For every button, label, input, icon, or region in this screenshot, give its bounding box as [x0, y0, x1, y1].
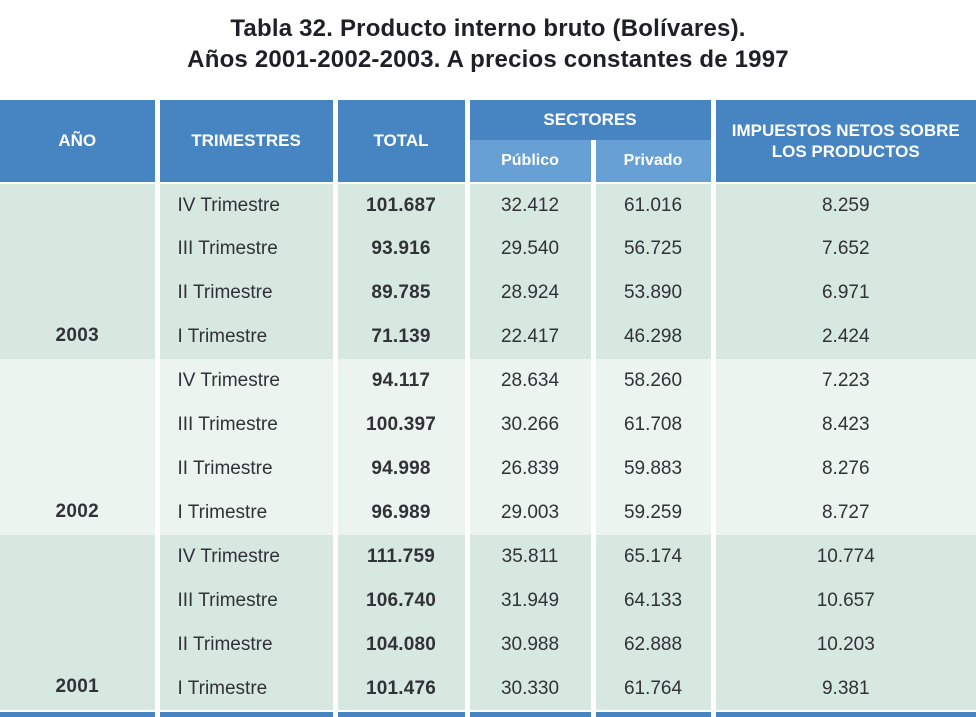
cell-privado: 58.260 — [590, 359, 713, 403]
cell-total: 89.785 — [332, 271, 467, 315]
cell-total: 94.998 — [332, 447, 467, 491]
strip-cell — [710, 710, 976, 717]
strip-cell — [590, 710, 713, 717]
cell-privado: 61.764 — [590, 667, 713, 711]
gdp-table: AÑO TRIMESTRES TOTAL SECTORES IMPUESTOS … — [0, 100, 976, 717]
cell-total: 96.989 — [332, 491, 467, 535]
cell-privado: 59.883 — [590, 447, 713, 491]
cell-impuestos: 8.423 — [710, 403, 976, 447]
cell-trimestre: III Trimestre — [154, 227, 335, 271]
cell-privado: 62.888 — [590, 623, 713, 667]
cell-total: 104.080 — [332, 623, 467, 667]
table-row: II Trimestre 104.080 30.988 62.888 10.20… — [0, 623, 976, 667]
header-total: TOTAL — [332, 100, 467, 184]
cell-privado: 64.133 — [590, 579, 713, 623]
cell-impuestos: 9.381 — [710, 667, 976, 711]
strip-cell — [332, 710, 467, 717]
year-label: 2001 — [0, 535, 157, 711]
cell-impuestos: 10.657 — [710, 579, 976, 623]
cell-publico: 30.330 — [464, 667, 593, 711]
header-publico: Público — [464, 140, 593, 184]
header-privado: Privado — [590, 140, 713, 184]
table-row: I Trimestre 96.989 29.003 59.259 8.727 — [0, 491, 976, 535]
cell-publico: 32.412 — [464, 183, 593, 227]
year-label: 2002 — [0, 359, 157, 535]
cell-publico: 30.988 — [464, 623, 593, 667]
cell-total: 106.740 — [332, 579, 467, 623]
cell-trimestre: I Trimestre — [154, 667, 335, 711]
table-row: III Trimestre 100.397 30.266 61.708 8.42… — [0, 403, 976, 447]
table-header: AÑO TRIMESTRES TOTAL SECTORES IMPUESTOS … — [0, 100, 976, 184]
header-sectores: SECTORES — [464, 100, 713, 140]
year-block-2002: 2002 IV Trimestre 94.117 28.634 58.260 7… — [0, 359, 976, 535]
table-row: I Trimestre 101.476 30.330 61.764 9.381 — [0, 667, 976, 711]
table-row: I Trimestre 71.139 22.417 46.298 2.424 — [0, 315, 976, 359]
cell-impuestos: 7.652 — [710, 227, 976, 271]
cell-impuestos: 7.223 — [710, 359, 976, 403]
strip-cell — [464, 710, 593, 717]
header-impuestos: IMPUESTOS NETOS SOBRE LOS PRODUCTOS — [710, 100, 976, 184]
cell-privado: 61.708 — [590, 403, 713, 447]
cell-impuestos: 10.774 — [710, 535, 976, 579]
table-row: III Trimestre 93.916 29.540 56.725 7.652 — [0, 227, 976, 271]
cell-trimestre: I Trimestre — [154, 491, 335, 535]
cell-privado: 56.725 — [590, 227, 713, 271]
cell-publico: 31.949 — [464, 579, 593, 623]
cell-total: 100.397 — [332, 403, 467, 447]
cell-total: 101.687 — [332, 183, 467, 227]
year-block-2003: 2003 IV Trimestre 101.687 32.412 61.016 … — [0, 183, 976, 359]
cell-trimestre: IV Trimestre — [154, 183, 335, 227]
cell-trimestre: II Trimestre — [154, 271, 335, 315]
cell-publico: 35.811 — [464, 535, 593, 579]
cell-total: 93.916 — [332, 227, 467, 271]
cell-trimestre: IV Trimestre — [154, 535, 335, 579]
cell-privado: 53.890 — [590, 271, 713, 315]
table-row: II Trimestre 89.785 28.924 53.890 6.971 — [0, 271, 976, 315]
cell-trimestre: III Trimestre — [154, 579, 335, 623]
strip-cell — [0, 710, 157, 717]
cell-publico: 29.540 — [464, 227, 593, 271]
cell-privado: 61.016 — [590, 183, 713, 227]
cell-privado: 46.298 — [590, 315, 713, 359]
title-line-2: Años 2001-2002-2003. A precios constante… — [187, 46, 789, 73]
table-row: 2003 IV Trimestre 101.687 32.412 61.016 … — [0, 183, 976, 359]
cell-total: 71.139 — [332, 315, 467, 359]
next-section-strip — [0, 710, 976, 717]
cell-trimestre: III Trimestre — [154, 403, 335, 447]
table-row: III Trimestre 106.740 31.949 64.133 10.6… — [0, 579, 976, 623]
cell-total: 111.759 — [332, 535, 467, 579]
table-row: 2001 IV Trimestre 111.759 35.811 65.174 … — [0, 535, 976, 711]
cell-trimestre: II Trimestre — [154, 623, 335, 667]
cell-total: 101.476 — [332, 667, 467, 711]
cell-trimestre: I Trimestre — [154, 315, 335, 359]
cell-impuestos: 10.203 — [710, 623, 976, 667]
cell-publico: 22.417 — [464, 315, 593, 359]
header-ano: AÑO — [0, 100, 157, 184]
cell-publico: 30.266 — [464, 403, 593, 447]
cell-impuestos: 8.259 — [710, 183, 976, 227]
cell-privado: 59.259 — [590, 491, 713, 535]
cell-total: 94.117 — [332, 359, 467, 403]
cell-publico: 28.634 — [464, 359, 593, 403]
year-block-2001: 2001 IV Trimestre 111.759 35.811 65.174 … — [0, 535, 976, 711]
cell-trimestre: II Trimestre — [154, 447, 335, 491]
header-trimestres: TRIMESTRES — [154, 100, 335, 184]
cell-impuestos: 6.971 — [710, 271, 976, 315]
cell-publico: 29.003 — [464, 491, 593, 535]
strip-cell — [154, 710, 335, 717]
table-title: Tabla 32. Producto interno bruto (Bolíva… — [0, 0, 976, 100]
cell-impuestos: 8.276 — [710, 447, 976, 491]
cell-publico: 26.839 — [464, 447, 593, 491]
table-row: 2002 IV Trimestre 94.117 28.634 58.260 7… — [0, 359, 976, 535]
table-row: II Trimestre 94.998 26.839 59.883 8.276 — [0, 447, 976, 491]
cell-impuestos: 8.727 — [710, 491, 976, 535]
cell-publico: 28.924 — [464, 271, 593, 315]
title-line-1: Tabla 32. Producto interno bruto (Bolíva… — [230, 15, 746, 42]
cell-privado: 65.174 — [590, 535, 713, 579]
cell-impuestos: 2.424 — [710, 315, 976, 359]
year-label: 2003 — [0, 183, 157, 359]
cell-trimestre: IV Trimestre — [154, 359, 335, 403]
